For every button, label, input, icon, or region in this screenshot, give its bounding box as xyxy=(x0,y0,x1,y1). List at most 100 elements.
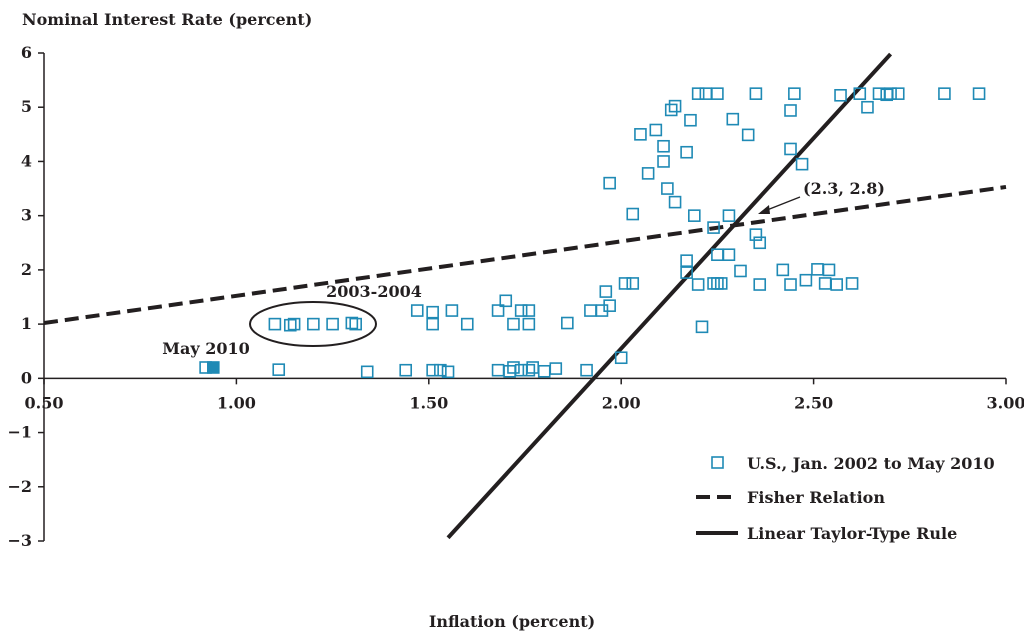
x-axis-title: Inflation (percent) xyxy=(428,612,596,631)
annotations: 2003-2004 May 2010 (2.3, 2.8) xyxy=(162,179,885,358)
data-point xyxy=(522,363,536,377)
data-point xyxy=(326,317,339,331)
data-point xyxy=(749,87,763,100)
data-point xyxy=(680,266,693,279)
data-point xyxy=(349,317,362,331)
data-point xyxy=(784,278,797,291)
data-point xyxy=(649,123,663,137)
data-point xyxy=(753,278,767,291)
data-point xyxy=(507,317,520,331)
data-point xyxy=(749,228,763,241)
data-point xyxy=(491,363,505,377)
data-point xyxy=(507,361,520,374)
data-point xyxy=(680,254,693,267)
data-point xyxy=(522,304,536,317)
data-point xyxy=(549,362,563,375)
data-point xyxy=(618,277,632,290)
legend-label-taylor: Linear Taylor-Type Rule xyxy=(747,524,957,543)
y-tick-label: 6 xyxy=(21,43,32,62)
data-point xyxy=(426,363,439,377)
legend-marker-scatter xyxy=(711,456,724,469)
data-point xyxy=(584,304,597,317)
data-point xyxy=(514,363,528,377)
data-point xyxy=(641,167,655,180)
data-point xyxy=(668,99,682,113)
data-point xyxy=(684,113,697,127)
data-point xyxy=(460,317,474,331)
data-point xyxy=(287,317,301,331)
legend: U.S., Jan. 2002 to May 2010 Fisher Relati… xyxy=(696,454,995,543)
data-point xyxy=(711,277,724,290)
data-point xyxy=(711,248,724,262)
data-point xyxy=(499,294,513,308)
data-point xyxy=(522,317,536,331)
data-point xyxy=(788,87,801,100)
data-point xyxy=(668,195,682,209)
data-point xyxy=(599,285,613,298)
data-points xyxy=(199,87,986,379)
x-tick-label: 2.50 xyxy=(794,393,833,412)
data-point xyxy=(360,365,374,379)
data-point xyxy=(707,277,720,290)
data-point xyxy=(661,182,674,195)
data-point xyxy=(691,87,705,100)
y-axis-title: Nominal Interest Rate (percent) xyxy=(22,10,313,29)
data-point xyxy=(707,221,720,234)
data-point xyxy=(822,263,836,277)
x-tick-label: 3.00 xyxy=(987,393,1024,412)
data-point xyxy=(434,363,447,377)
may-2010-label: May 2010 xyxy=(162,339,249,358)
data-point xyxy=(853,87,867,100)
period-ellipse xyxy=(249,301,377,347)
data-point xyxy=(399,363,413,377)
data-point xyxy=(680,145,693,159)
data-point xyxy=(938,87,951,100)
data-point xyxy=(268,317,282,331)
y-tick-label: 3 xyxy=(21,206,32,225)
y-tick-label: 0 xyxy=(21,368,32,387)
data-point xyxy=(345,316,359,330)
data-point xyxy=(795,157,809,171)
data-point xyxy=(784,104,797,117)
data-point xyxy=(603,299,616,312)
data-point xyxy=(441,365,455,379)
data-point xyxy=(272,363,286,376)
data-point xyxy=(776,263,790,277)
data-point xyxy=(307,317,320,331)
data-point xyxy=(714,277,728,290)
period-label: 2003-2004 xyxy=(326,282,422,301)
data-point xyxy=(972,87,986,100)
data-point xyxy=(634,128,647,141)
x-tick-label: 1.00 xyxy=(217,393,256,412)
intersection-arrow-head xyxy=(758,205,770,214)
y-tick-label: −3 xyxy=(7,531,32,550)
data-point xyxy=(626,207,640,221)
y-tick-label: 4 xyxy=(21,151,32,170)
data-point xyxy=(603,176,616,190)
y-tick-label: −2 xyxy=(7,477,32,496)
data-point xyxy=(283,318,297,332)
data-point xyxy=(691,278,705,291)
data-point xyxy=(811,263,824,276)
data-point xyxy=(845,277,859,290)
data-point xyxy=(861,100,874,114)
y-tick-label: −1 xyxy=(7,423,32,442)
legend-label-scatter: U.S., Jan. 2002 to May 2010 xyxy=(747,454,995,473)
intersection-label: (2.3, 2.8) xyxy=(803,179,885,198)
data-point xyxy=(410,304,424,317)
data-point xyxy=(753,236,767,250)
data-point xyxy=(664,103,678,117)
data-point xyxy=(830,278,843,291)
x-tick-label: 2.00 xyxy=(602,393,641,412)
data-point xyxy=(426,305,439,319)
axes: 6 5 4 3 2 1 0 −1 −2 −3 0.50 1.00 1.50 2.00 2.50 3.00 xyxy=(7,43,1024,550)
highlight-point xyxy=(207,361,220,374)
data-point xyxy=(699,87,713,100)
data-point xyxy=(695,320,709,334)
data-point xyxy=(884,87,897,100)
data-point xyxy=(722,248,736,262)
data-point xyxy=(799,273,813,287)
y-tick-label: 5 xyxy=(21,97,32,116)
data-point xyxy=(722,209,736,222)
